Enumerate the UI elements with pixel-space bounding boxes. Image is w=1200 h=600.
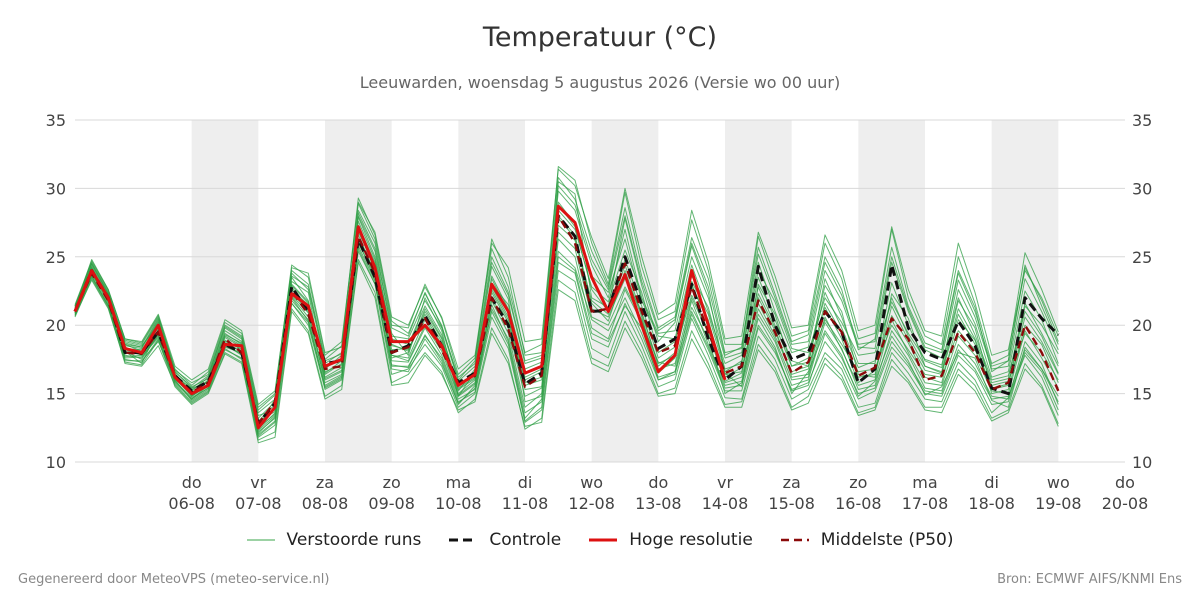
y-tick-left: 15 xyxy=(46,385,66,404)
weekend-band-4 xyxy=(725,120,792,462)
x-tick-date: 20-08 xyxy=(1102,494,1149,513)
legend-item-median[interactable]: Middelste (P50) xyxy=(780,530,954,550)
x-tick-day: vr xyxy=(250,473,266,492)
y-tick-right: 35 xyxy=(1132,111,1152,130)
axis-labels: 10 10 15 15 20 20 25 25 30 30 35 35 do 06-08 vr 07-08 za… xyxy=(46,111,1153,513)
weekend-shading xyxy=(191,120,1059,462)
y-tick-right: 15 xyxy=(1132,385,1152,404)
weekend-band-0 xyxy=(191,120,259,462)
series-lines xyxy=(73,166,1060,444)
x-tick-day: ma xyxy=(912,473,937,492)
series-line-run-08 xyxy=(74,259,1059,441)
x-tick-date: 15-08 xyxy=(768,494,815,513)
legend-label-control: Controle xyxy=(489,530,562,550)
x-tick-date: 08-08 xyxy=(302,494,349,513)
legend: Verstoorde runs Controle Hoge resolutie … xyxy=(0,530,1200,550)
x-tick-date: 11-08 xyxy=(502,494,549,513)
legend-item-high-res[interactable]: Hoge resolutie xyxy=(589,530,753,550)
y-tick-left: 10 xyxy=(46,453,66,472)
y-tick-left: 35 xyxy=(46,111,66,130)
x-tick-date: 13-08 xyxy=(635,494,682,513)
series-line-run-09 xyxy=(74,177,1059,408)
x-tick-day: di xyxy=(518,473,533,492)
y-tick-right: 30 xyxy=(1132,179,1152,198)
series-line-control xyxy=(73,214,1060,426)
series-line-run-02 xyxy=(74,231,1059,436)
chart-subtitle: Leeuwarden, woensdag 5 augustus 2026 (Ve… xyxy=(359,73,841,92)
temperature-chart: 10 10 15 15 20 20 25 25 30 30 35 35 do 06-08 vr 07-08 za… xyxy=(46,111,1153,513)
footer-source: Bron: ECMWF AIFS/KNMI Ens xyxy=(997,572,1182,587)
x-tick-date: 19-08 xyxy=(1035,494,1082,513)
x-tick-day: di xyxy=(984,473,999,492)
series-line-run-07 xyxy=(74,209,1059,422)
y-tick-right: 10 xyxy=(1132,453,1152,472)
x-tick-date: 10-08 xyxy=(435,494,482,513)
legend-swatch-median xyxy=(780,538,809,542)
chart-title: Temperatuur (°C) xyxy=(482,22,718,53)
x-tick-day: zo xyxy=(849,473,867,492)
x-tick-day: wo xyxy=(1047,473,1070,492)
series-line-run-20 xyxy=(74,185,1059,414)
series-line-run-19 xyxy=(74,248,1059,434)
x-tick-day: zo xyxy=(383,473,401,492)
legend-swatch-ensemble xyxy=(246,539,275,541)
x-tick-day: wo xyxy=(580,473,603,492)
series-line-run-14 xyxy=(74,245,1059,437)
x-tick-date: 07-08 xyxy=(235,494,282,513)
y-tick-right: 25 xyxy=(1132,248,1152,267)
legend-swatch-high-res xyxy=(589,538,618,542)
legend-label-ensemble: Verstoorde runs xyxy=(286,530,422,550)
x-tick-day: do xyxy=(648,473,668,492)
x-tick-day: do xyxy=(182,473,202,492)
legend-label-high-res: Hoge resolutie xyxy=(629,530,753,550)
y-tick-right: 20 xyxy=(1132,316,1152,335)
x-tick-day: za xyxy=(316,473,334,492)
x-tick-date: 09-08 xyxy=(368,494,415,513)
series-line-run-16 xyxy=(74,261,1059,444)
legend-item-control[interactable]: Controle xyxy=(449,530,561,550)
x-tick-date: 06-08 xyxy=(168,494,215,513)
series-line-run-15 xyxy=(74,168,1059,405)
footer-generated-by: Gegenereerd door MeteoVPS (meteo-service… xyxy=(18,572,330,587)
x-tick-day: ma xyxy=(446,473,471,492)
x-tick-day: vr xyxy=(717,473,733,492)
weekend-band-5 xyxy=(858,120,925,462)
x-tick-day: za xyxy=(783,473,801,492)
y-tick-left: 30 xyxy=(46,179,66,198)
legend-swatch-control xyxy=(449,538,478,542)
x-tick-date: 18-08 xyxy=(968,494,1015,513)
y-tick-left: 25 xyxy=(46,248,66,267)
series-line-run-05 xyxy=(74,166,1059,411)
legend-item-ensemble[interactable]: Verstoorde runs xyxy=(246,530,422,550)
series-line-median xyxy=(73,214,1060,425)
x-tick-date: 16-08 xyxy=(835,494,882,513)
x-tick-date: 14-08 xyxy=(702,494,749,513)
legend-label-median: Middelste (P50) xyxy=(820,530,954,550)
y-tick-left: 20 xyxy=(46,316,66,335)
x-tick-date: 12-08 xyxy=(568,494,615,513)
series-line-run-04 xyxy=(74,250,1059,438)
series-line-high-res xyxy=(73,204,727,430)
x-tick-day: do xyxy=(1115,473,1135,492)
x-tick-date: 17-08 xyxy=(902,494,949,513)
